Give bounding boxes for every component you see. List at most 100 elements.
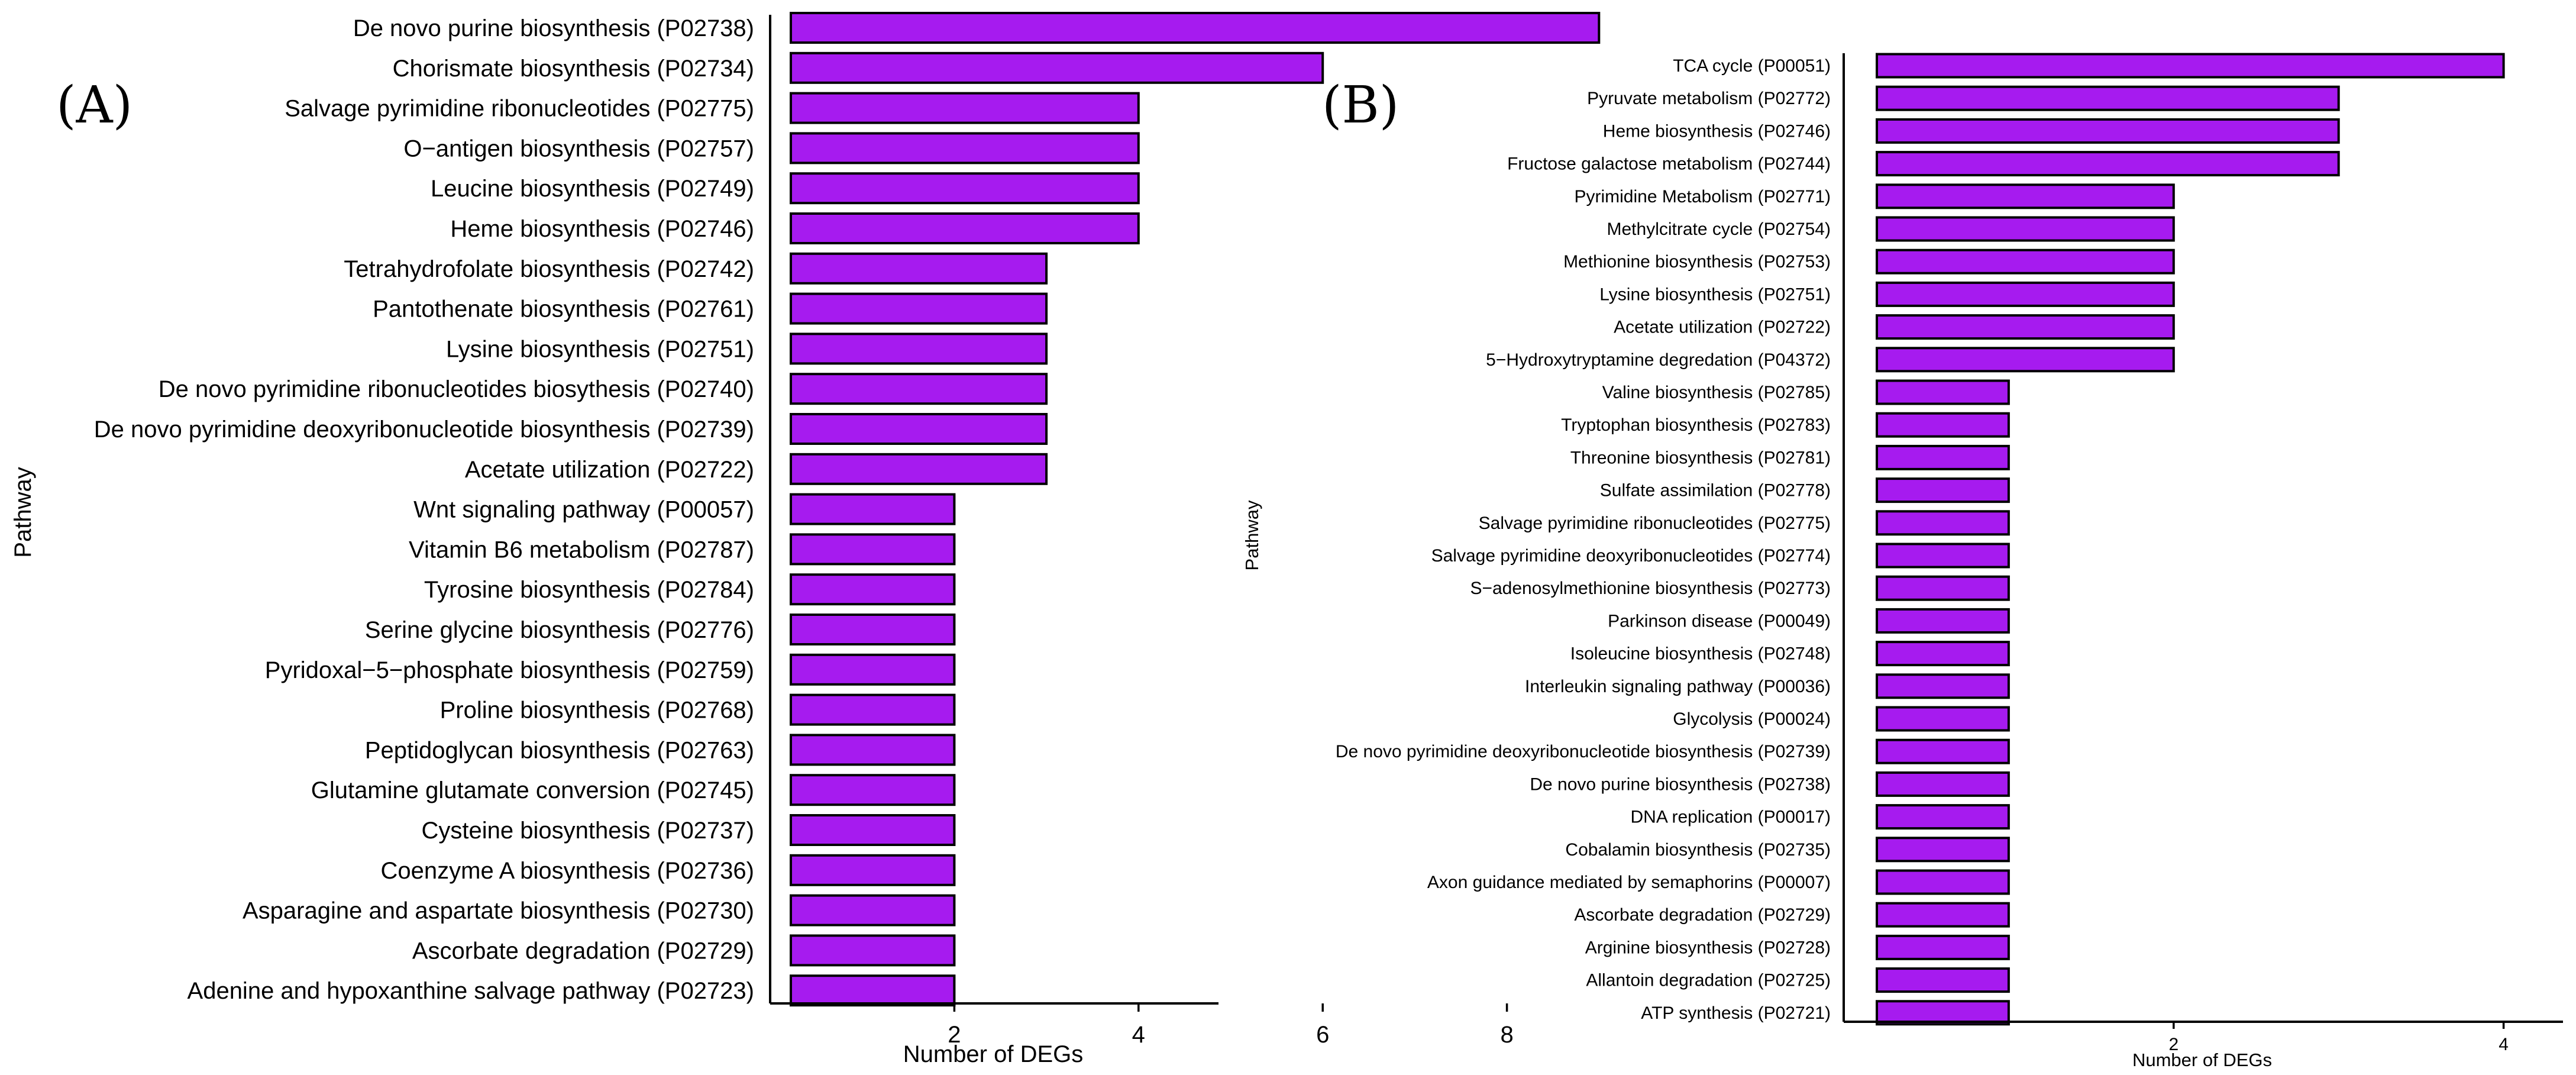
bar-b-21	[1876, 706, 2010, 732]
bar-b-5	[1876, 183, 2175, 209]
category-label-a-9: Lysine biosynthesis (P02751)	[446, 336, 754, 362]
category-label-a-11: De novo pyrimidine deoxyribonucleotide b…	[94, 417, 754, 443]
x-axis-title-b: Number of DEGs	[2132, 1050, 2272, 1070]
chart-panel-b: (B) Pathway Number of DEGs TCA cycle (P0…	[1242, 53, 2563, 1070]
bar-a-18	[790, 693, 956, 726]
bar-b-10	[1876, 347, 2175, 373]
bar-a-14	[790, 533, 956, 566]
category-label-b-21: Glycolysis (P00024)	[1673, 709, 1831, 729]
bar-a-4	[790, 132, 1140, 164]
category-label-b-13: Threonine biosynthesis (P02781)	[1570, 448, 1831, 467]
bar-a-3	[790, 92, 1140, 124]
bar-b-27	[1876, 902, 2010, 928]
bar-a-20	[790, 774, 956, 806]
x-tick-label-a-3: 6	[1316, 1022, 1329, 1048]
category-label-b-8: Lysine biosynthesis (P02751)	[1599, 285, 1831, 304]
category-label-a-14: Vitamin B6 metabolism (P02787)	[409, 537, 754, 563]
bar-a-7	[790, 252, 1048, 285]
category-label-b-11: Valine biosynthesis (P02785)	[1602, 383, 1831, 402]
bar-b-9	[1876, 314, 2175, 340]
y-axis-title-a: Pathway	[10, 467, 36, 557]
category-label-b-22: De novo pyrimidine deoxyribonucleotide b…	[1336, 742, 1831, 761]
category-label-b-6: Methylcitrate cycle (P02754)	[1607, 219, 1831, 239]
category-label-b-2: Pyruvate metabolism (P02772)	[1587, 89, 1831, 108]
bar-a-23	[790, 894, 956, 926]
category-label-a-24: Ascorbate degradation (P02729)	[412, 938, 754, 964]
bar-a-25	[790, 974, 956, 1007]
category-label-a-8: Pantothenate biosynthesis (P02761)	[373, 296, 754, 322]
category-label-b-1: TCA cycle (P00051)	[1673, 56, 1831, 76]
category-label-a-22: Coenzyme A biosynthesis (P02736)	[381, 858, 754, 884]
bar-a-17	[790, 653, 956, 686]
bar-a-5	[790, 172, 1140, 205]
bar-b-11	[1876, 379, 2010, 405]
bar-b-2	[1876, 85, 2340, 111]
category-labels-a: De novo purine biosynthesis (P02738) Chor…	[94, 15, 754, 1004]
bar-series-b	[1876, 53, 2505, 1026]
category-label-b-14: Sulfate assimilation (P02778)	[1600, 481, 1831, 501]
bar-a-22	[790, 854, 956, 886]
category-label-a-7: Tetrahydrofolate biosynthesis (P02742)	[344, 256, 754, 282]
bar-b-14	[1876, 477, 2010, 503]
category-label-a-6: Heme biosynthesis (P02746)	[450, 216, 754, 242]
category-label-b-26: Axon guidance mediated by semaphorins (P…	[1427, 873, 1831, 892]
category-label-b-23: De novo purine biosynthesis (P02738)	[1530, 774, 1831, 794]
category-label-a-21: Cysteine biosynthesis (P02737)	[421, 818, 754, 844]
bar-b-20	[1876, 673, 2010, 699]
bar-b-1	[1876, 53, 2505, 79]
bar-b-7	[1876, 248, 2175, 275]
bar-a-19	[790, 734, 956, 766]
bar-b-12	[1876, 412, 2010, 438]
category-label-a-20: Glutamine glutamate conversion (P02745)	[311, 777, 754, 803]
category-label-b-20: Interleukin signaling pathway (P00036)	[1525, 677, 1831, 696]
category-label-b-9: Acetate utilization (P02722)	[1614, 318, 1831, 337]
bar-a-16	[790, 614, 956, 645]
bar-a-1	[790, 12, 1601, 44]
category-label-a-19: Peptidoglycan biosynthesis (P02763)	[365, 737, 754, 763]
category-label-a-1: De novo purine biosynthesis (P02738)	[353, 15, 754, 41]
y-axis-title-b: Pathway	[1242, 500, 1262, 570]
bar-b-16	[1876, 543, 2010, 569]
bar-b-22	[1876, 738, 2010, 764]
bar-b-17	[1876, 575, 2010, 601]
bar-b-30	[1876, 1000, 2010, 1026]
category-label-b-3: Heme biosynthesis (P02746)	[1603, 121, 1831, 141]
bar-b-26	[1876, 869, 2010, 895]
category-label-b-15: Salvage pyrimidine ribonucleotides (P027…	[1479, 514, 1831, 533]
bar-a-6	[790, 212, 1140, 244]
category-label-b-10: 5−Hydroxytryptamine degredation (P04372)	[1486, 350, 1831, 370]
bar-b-29	[1876, 967, 2010, 993]
bar-b-6	[1876, 216, 2175, 242]
bar-a-2	[790, 51, 1324, 84]
category-label-a-23: Asparagine and aspartate biosynthesis (P…	[243, 898, 754, 924]
category-label-a-3: Salvage pyrimidine ribonucleotides (P027…	[285, 96, 754, 122]
category-label-b-17: S−adenosylmethionine biosynthesis (P0277…	[1470, 579, 1831, 598]
bar-b-19	[1876, 641, 2010, 667]
category-label-b-18: Parkinson disease (P00049)	[1608, 611, 1831, 631]
category-label-a-15: Tyrosine biosynthesis (P02784)	[424, 577, 754, 603]
category-label-a-13: Wnt signaling pathway (P00057)	[413, 497, 754, 523]
category-label-a-16: Serine glycine biosynthesis (P02776)	[365, 617, 754, 643]
bar-b-28	[1876, 934, 2010, 960]
category-label-b-28: Arginine biosynthesis (P02728)	[1585, 938, 1831, 957]
category-label-a-12: Acetate utilization (P02722)	[465, 457, 754, 483]
category-labels-b: TCA cycle (P00051) Pyruvate metabolism (P…	[1336, 56, 1831, 1023]
category-label-b-16: Salvage pyrimidine deoxyribonucleotides …	[1431, 546, 1831, 566]
category-label-b-29: Allantoin degradation (P02725)	[1586, 971, 1831, 990]
category-label-b-4: Fructose galactose metabolism (P02744)	[1507, 154, 1831, 174]
panel-label-b: (B)	[1322, 76, 1399, 135]
category-label-b-19: Isoleucine biosynthesis (P02748)	[1570, 644, 1831, 664]
category-label-a-17: Pyridoxal−5−phosphate biosynthesis (P027…	[265, 657, 754, 683]
bar-a-21	[790, 814, 956, 846]
bar-b-4	[1876, 151, 2340, 177]
category-label-a-18: Proline biosynthesis (P02768)	[440, 698, 754, 724]
bar-b-23	[1876, 771, 2010, 797]
bar-b-18	[1876, 608, 2010, 634]
category-label-b-12: Tryptophan biosynthesis (P02783)	[1561, 415, 1831, 435]
bar-a-10	[790, 373, 1048, 405]
bar-a-13	[790, 493, 956, 525]
bar-b-3	[1876, 118, 2340, 144]
